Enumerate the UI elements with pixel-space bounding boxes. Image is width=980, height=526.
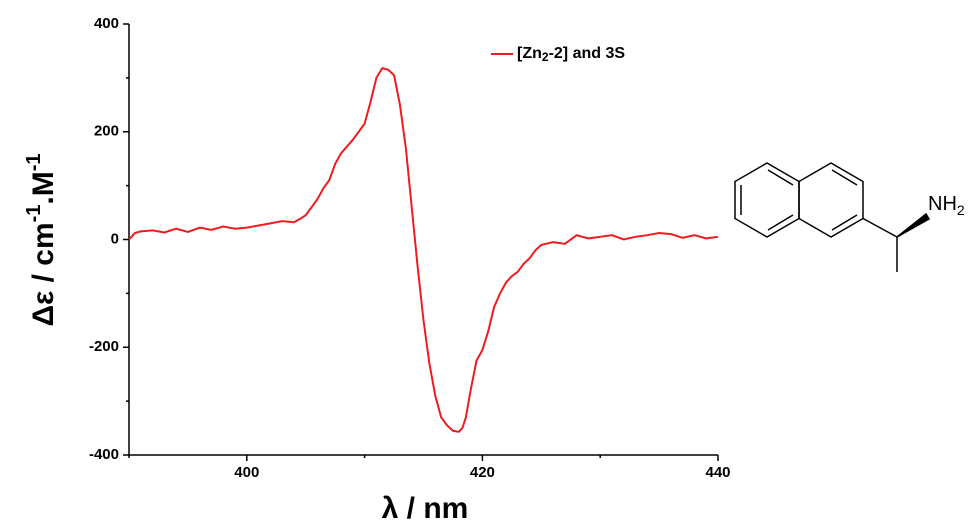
legend-label: [Zn2-2] and 3S xyxy=(517,45,625,64)
double-bond xyxy=(767,169,794,186)
legend-part: 2 xyxy=(542,50,549,64)
double-bond xyxy=(831,214,858,231)
double-bond xyxy=(831,169,858,186)
label-part: .M xyxy=(27,171,60,204)
label-part: NH xyxy=(928,193,957,215)
molecule xyxy=(734,162,931,272)
label-part: Δε / cm xyxy=(27,222,60,326)
x-tick-label: 440 xyxy=(705,464,730,481)
y-tick-label: -200 xyxy=(89,338,119,355)
double-bond xyxy=(767,214,794,231)
y-tick-label: -400 xyxy=(89,446,119,463)
bond xyxy=(862,217,898,238)
x-tick-label: 420 xyxy=(470,464,495,481)
x-tick-label: 400 xyxy=(234,464,259,481)
legend-part: [Zn xyxy=(517,45,542,62)
label-superscript: -1 xyxy=(23,205,45,223)
legend-part: -2] and 3S xyxy=(549,45,626,62)
x-axis-label: λ / nm xyxy=(382,492,469,525)
data-line xyxy=(128,67,719,433)
amine-label: NH2 xyxy=(928,193,965,217)
ring xyxy=(734,162,800,238)
wedge-bond xyxy=(896,212,931,238)
y-tick-label: 0 xyxy=(111,230,119,247)
y-tick-label: 400 xyxy=(94,15,119,32)
ring xyxy=(798,162,864,238)
y-axis-label: Δε / cm-1.M-1 xyxy=(23,153,60,326)
label-subscript: 2 xyxy=(957,202,965,218)
axis-frame xyxy=(128,24,718,456)
label-superscript: -1 xyxy=(23,153,45,171)
y-tick-label: 200 xyxy=(94,123,119,140)
